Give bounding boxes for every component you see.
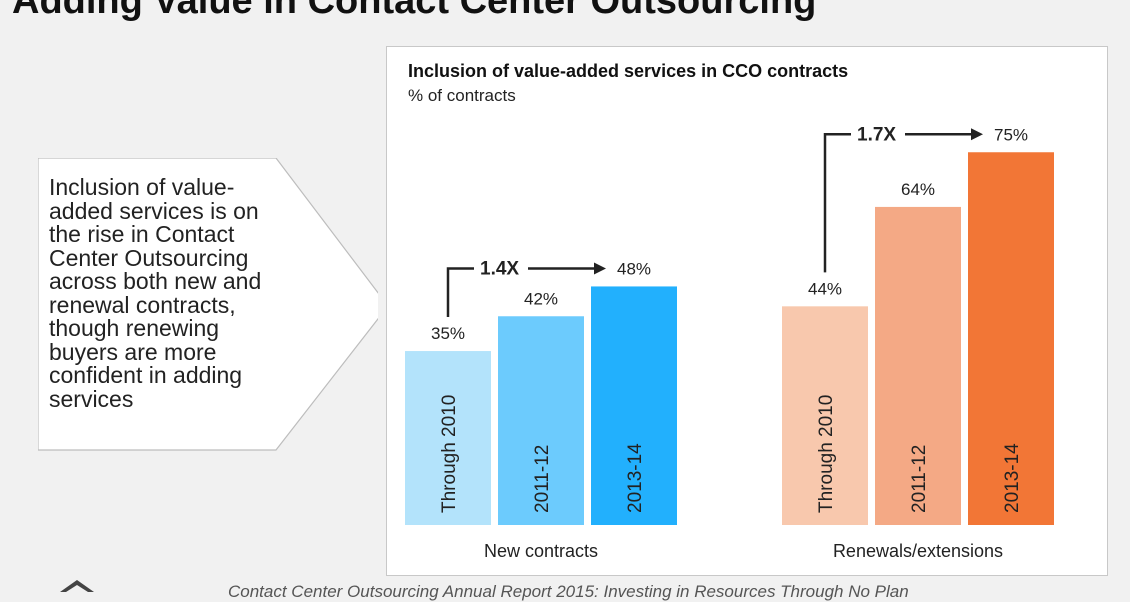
category-label: Through 2010 <box>816 395 837 513</box>
growth-arrow-head <box>971 128 983 141</box>
group-label: Renewals/extensions <box>833 541 1003 561</box>
category-label: 2011-12 <box>909 445 930 513</box>
source-note: Contact Center Outsourcing Annual Report… <box>228 582 909 601</box>
bar <box>968 152 1054 525</box>
category-label: Through 2010 <box>439 395 460 513</box>
growth-connector-line <box>446 267 474 318</box>
growth-connector-line <box>823 133 851 273</box>
company-logo-icon <box>60 578 94 597</box>
data-label: 48% <box>617 259 651 278</box>
growth-multiplier: 1.4X <box>480 258 519 279</box>
page-title: Adding Value in Contact Center Outsourci… <box>12 0 817 22</box>
chart-subtitle: % of contracts <box>408 86 516 105</box>
category-label: 2013-14 <box>1002 443 1023 513</box>
growth-arrow-head <box>594 262 606 275</box>
data-label: 75% <box>994 125 1028 144</box>
bar <box>782 306 868 525</box>
data-label: 64% <box>901 180 935 199</box>
bar <box>591 286 677 525</box>
category-label: 2013-14 <box>625 443 646 513</box>
data-label: 44% <box>808 279 842 298</box>
bar <box>498 316 584 525</box>
bar <box>405 351 491 525</box>
bar <box>875 206 961 526</box>
category-label: 2011-12 <box>532 445 553 513</box>
data-label: 35% <box>431 324 465 343</box>
chart-title: Inclusion of value-added services in CCO… <box>408 61 849 81</box>
group-label: New contracts <box>484 541 598 561</box>
callout-text: Inclusion of value-added services is on … <box>49 174 262 412</box>
data-label: 42% <box>524 289 558 308</box>
growth-multiplier: 1.7X <box>857 124 896 145</box>
callout-arrow-shape <box>38 158 378 451</box>
